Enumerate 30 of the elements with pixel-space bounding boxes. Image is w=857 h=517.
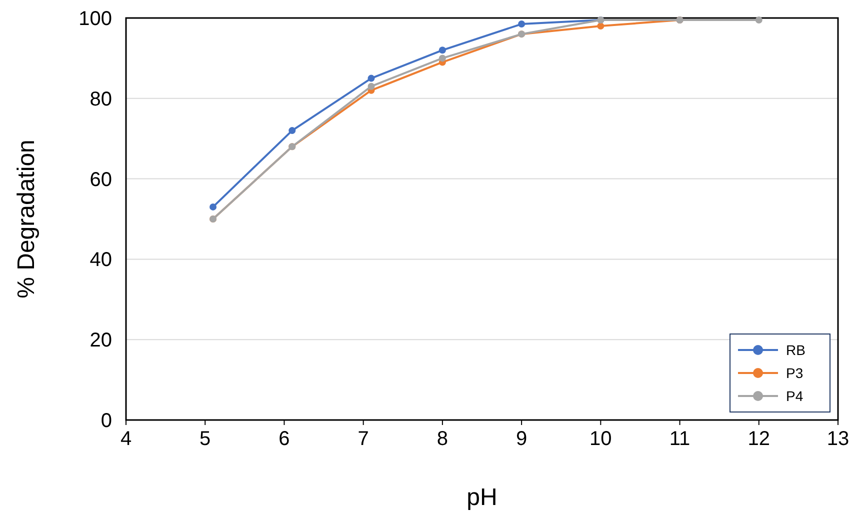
y-tick-label: 20 xyxy=(90,330,112,352)
y-tick-label: 80 xyxy=(90,88,112,110)
x-tick-label: 8 xyxy=(436,428,448,450)
x-tick-label: 10 xyxy=(590,428,612,450)
x-tick-label: 13 xyxy=(826,428,850,450)
point xyxy=(368,74,375,82)
legend-label: RB xyxy=(786,342,806,358)
x-tick-label: 12 xyxy=(748,428,770,450)
legend-label: P3 xyxy=(786,365,804,381)
point xyxy=(755,16,762,24)
x-axis-title: pH xyxy=(466,484,498,511)
legend-label: P4 xyxy=(786,388,804,404)
point xyxy=(288,127,296,134)
point xyxy=(210,203,217,210)
x-tick-label: 7 xyxy=(358,428,369,450)
x-tick-label: 4 xyxy=(120,428,132,450)
y-tick-label: 60 xyxy=(90,168,112,191)
point xyxy=(368,82,375,90)
point xyxy=(597,22,604,30)
point xyxy=(518,20,526,28)
x-tick-label: 11 xyxy=(669,428,690,450)
x-tick-label: 6 xyxy=(278,428,290,450)
x-tick-label: 5 xyxy=(200,428,211,450)
y-tick-label: 0 xyxy=(100,410,112,432)
point xyxy=(438,54,446,62)
y-tick-label: 100 xyxy=(78,8,112,30)
y-tick-label: 40 xyxy=(90,249,112,272)
y-axis-title: % Degradation xyxy=(13,140,40,298)
point xyxy=(438,46,446,54)
x-tick-label: 9 xyxy=(516,428,528,450)
